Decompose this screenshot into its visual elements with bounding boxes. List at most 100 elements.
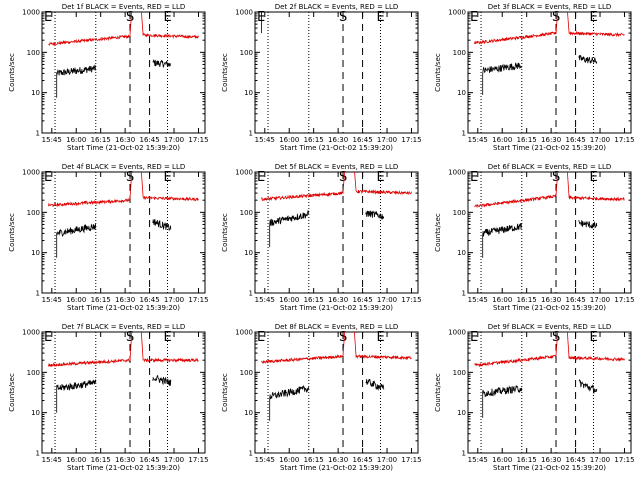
- lld-series-line: [261, 332, 346, 364]
- x-tick-label: 17:15: [614, 456, 634, 464]
- x-tick-label: 17:00: [590, 136, 610, 144]
- y-tick-label: 1000: [448, 329, 466, 337]
- x-tick-label: 17:00: [377, 296, 397, 304]
- x-axis-label: Start Time (21-Oct-02 15:39:20): [67, 464, 180, 472]
- plot-frame: [41, 171, 206, 294]
- x-tick-label: 16:45: [565, 136, 585, 144]
- x-tick-label: 15:45: [468, 456, 488, 464]
- end-marker: E: [590, 10, 598, 25]
- start-marker: S: [552, 170, 560, 185]
- x-tick-label: 15:45: [255, 136, 275, 144]
- x-tick-label: 16:00: [279, 456, 299, 464]
- x-tick-label: 16:45: [139, 456, 159, 464]
- x-tick-label: 16:30: [115, 456, 135, 464]
- end-marker: E: [164, 330, 172, 345]
- lld-series-line: [48, 332, 133, 368]
- y-tick-label: 1: [36, 450, 40, 458]
- plot-title: Det 9f BLACK = Events, RED = LLD: [488, 323, 611, 331]
- detector-panel: Det 4f BLACK = Events, RED = LLD 1 10 100 10…: [8, 163, 209, 312]
- x-axis-label: Start Time (21-Oct-02 15:39:20): [67, 144, 180, 152]
- x-axis-label: Start Time (21-Oct-02 15:39:20): [280, 144, 393, 152]
- x-tick-label: 16:45: [139, 296, 159, 304]
- y-tick-label: 1: [36, 290, 40, 298]
- events-series-line: [578, 219, 598, 229]
- events-series-line: [56, 379, 97, 413]
- end-marker: E: [44, 330, 52, 345]
- x-tick-label: 15:45: [42, 136, 62, 144]
- x-tick-label: 16:15: [517, 136, 537, 144]
- lld-series-line: [566, 332, 625, 362]
- end-marker: E: [257, 330, 265, 345]
- y-tick-label: 1000: [22, 169, 40, 177]
- plot-title: Det 6f BLACK = Events, RED = LLD: [488, 163, 611, 171]
- x-axis-label: Start Time (21-Oct-02 15:39:20): [280, 304, 393, 312]
- y-tick-label: 1: [462, 450, 466, 458]
- start-marker: S: [339, 170, 347, 185]
- x-tick-label: 17:00: [590, 296, 610, 304]
- events-series-line: [56, 223, 97, 258]
- plot-frame: [467, 11, 632, 134]
- x-tick-label: 17:00: [164, 456, 184, 464]
- plot-title: Det 3f BLACK = Events, RED = LLD: [488, 3, 611, 11]
- x-tick-label: 17:15: [401, 136, 421, 144]
- x-tick-label: 17:00: [590, 456, 610, 464]
- events-series-line: [269, 209, 310, 248]
- events-series-line: [482, 223, 523, 258]
- detector-panel: Det 1f BLACK = Events, RED = LLD 1 10 100 10…: [8, 3, 209, 152]
- x-tick-label: 16:00: [66, 296, 86, 304]
- y-axis-label: Counts/sec: [434, 213, 442, 252]
- plot-frame: [41, 11, 206, 134]
- x-tick-label: 16:45: [352, 136, 372, 144]
- end-marker: E: [257, 170, 265, 185]
- end-marker: E: [470, 330, 478, 345]
- start-marker: S: [552, 330, 560, 345]
- detector-panel: Det 5f BLACK = Events, RED = LLD 1 10 100 10…: [221, 163, 422, 312]
- end-marker: E: [590, 170, 598, 185]
- x-tick-label: 16:15: [91, 456, 111, 464]
- x-tick-label: 16:15: [304, 456, 324, 464]
- x-tick-label: 16:45: [565, 296, 585, 304]
- plot-frame: [254, 171, 419, 294]
- detector-panel: Det 7f BLACK = Events, RED = LLD 1 10 100 10…: [8, 323, 209, 472]
- x-tick-label: 16:30: [115, 296, 135, 304]
- y-tick-label: 10: [31, 249, 40, 257]
- y-axis-label: Counts/sec: [8, 373, 16, 412]
- x-tick-label: 16:00: [492, 296, 512, 304]
- y-tick-label: 10: [244, 249, 253, 257]
- plot-title: Det 2f BLACK = Events, RED = LLD: [275, 3, 398, 11]
- x-tick-label: 16:45: [139, 136, 159, 144]
- start-marker: S: [126, 330, 134, 345]
- events-series-line: [152, 219, 172, 231]
- y-axis-label: Counts/sec: [8, 53, 16, 92]
- x-tick-label: 16:00: [492, 136, 512, 144]
- plot-title: Det 1f BLACK = Events, RED = LLD: [62, 3, 185, 11]
- events-series-line: [152, 374, 172, 386]
- plot-frame: [467, 331, 632, 454]
- x-tick-label: 17:15: [401, 456, 421, 464]
- y-tick-label: 1: [249, 290, 253, 298]
- end-marker: E: [470, 170, 478, 185]
- x-tick-label: 17:15: [401, 296, 421, 304]
- end-marker: E: [44, 170, 52, 185]
- plot-frame: [467, 171, 632, 294]
- x-tick-label: 16:45: [352, 456, 372, 464]
- x-tick-label: 15:45: [42, 456, 62, 464]
- detector-panel: Det 2f BLACK = Events, RED = LLD 1 10 100 10…: [221, 3, 422, 152]
- x-tick-label: 16:30: [541, 456, 561, 464]
- x-tick-label: 16:00: [66, 136, 86, 144]
- start-marker: S: [552, 10, 560, 25]
- detector-panel: Det 8f BLACK = Events, RED = LLD 1 10 100 10…: [221, 323, 422, 472]
- plot-frame: [254, 331, 419, 454]
- x-tick-label: 17:15: [188, 136, 208, 144]
- x-tick-label: 17:00: [164, 136, 184, 144]
- y-tick-label: 100: [240, 209, 253, 217]
- x-axis-label: Start Time (21-Oct-02 15:39:20): [493, 144, 606, 152]
- end-marker: E: [377, 10, 385, 25]
- y-tick-label: 100: [453, 209, 466, 217]
- x-tick-label: 16:00: [279, 296, 299, 304]
- y-axis-label: Counts/sec: [221, 53, 229, 92]
- y-tick-label: 100: [453, 49, 466, 57]
- y-tick-label: 1: [462, 290, 466, 298]
- lld-series-line: [354, 172, 412, 196]
- x-tick-label: 16:00: [66, 456, 86, 464]
